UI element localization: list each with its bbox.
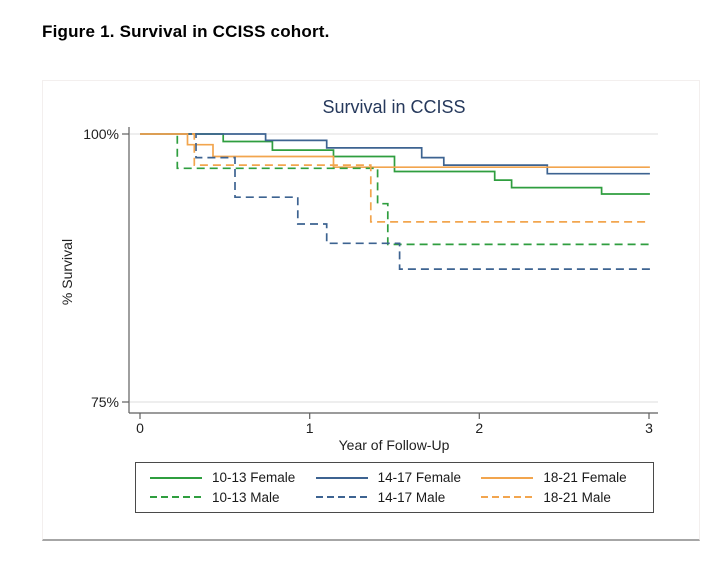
legend-swatch-dashed-line: [481, 496, 534, 499]
legend-item: 10-13 Female: [150, 470, 295, 485]
x-axis-title: Year of Follow-Up: [339, 437, 450, 453]
legend-swatch-solid-line: [315, 476, 368, 479]
axis-ticks: [122, 133, 650, 419]
series-lines: [140, 133, 650, 270]
x-tick-label-2: 2: [475, 420, 483, 436]
series-line-10-13-female: [140, 133, 650, 195]
legend-label: 14-17 Male: [377, 489, 446, 505]
y-tick-label-100: 100%: [83, 126, 119, 142]
legend-swatch-solid-line: [150, 476, 202, 479]
legend-swatch-dashed-line: [315, 496, 368, 499]
axes: [128, 127, 658, 414]
legend-label: 10-13 Female: [212, 470, 296, 486]
legend-swatch-solid-line: [481, 476, 534, 479]
series-line-10-13-male: [140, 133, 650, 246]
chart-legend: 10-13 Female 14-17 Female 18-21 Female 10-1…: [135, 462, 654, 513]
legend-label: 18-21 Male: [543, 489, 611, 505]
legend-item: 18-21 Female: [481, 470, 627, 486]
legend-label: 10-13 Male: [212, 489, 280, 505]
legend-item: 10-13 Male: [150, 490, 280, 505]
y-tick-label-75: 75%: [91, 394, 119, 410]
figure-caption: Figure 1. Survival in CCISS cohort.: [42, 22, 330, 41]
legend-item: 14-17 Male: [315, 489, 446, 505]
x-tick-label-3: 3: [645, 420, 653, 436]
legend-swatch-dashed-line: [150, 496, 202, 499]
x-tick-label-1: 1: [306, 420, 314, 436]
tick-labels: 100% 75% 0 1 2 3: [83, 126, 653, 436]
chart-title: Survival in CCISS: [322, 97, 465, 117]
legend-item: 18-21 Male: [481, 490, 611, 505]
legend-label: 14-17 Female: [377, 470, 461, 486]
x-tick-label-0: 0: [136, 420, 144, 436]
legend-label: 18-21 Female: [543, 470, 627, 486]
series-line-18-21-male: [140, 133, 650, 223]
series-line-14-17-male: [140, 133, 650, 270]
legend-item: 14-17 Female: [315, 470, 461, 486]
y-axis-title: % Survival: [59, 239, 75, 305]
